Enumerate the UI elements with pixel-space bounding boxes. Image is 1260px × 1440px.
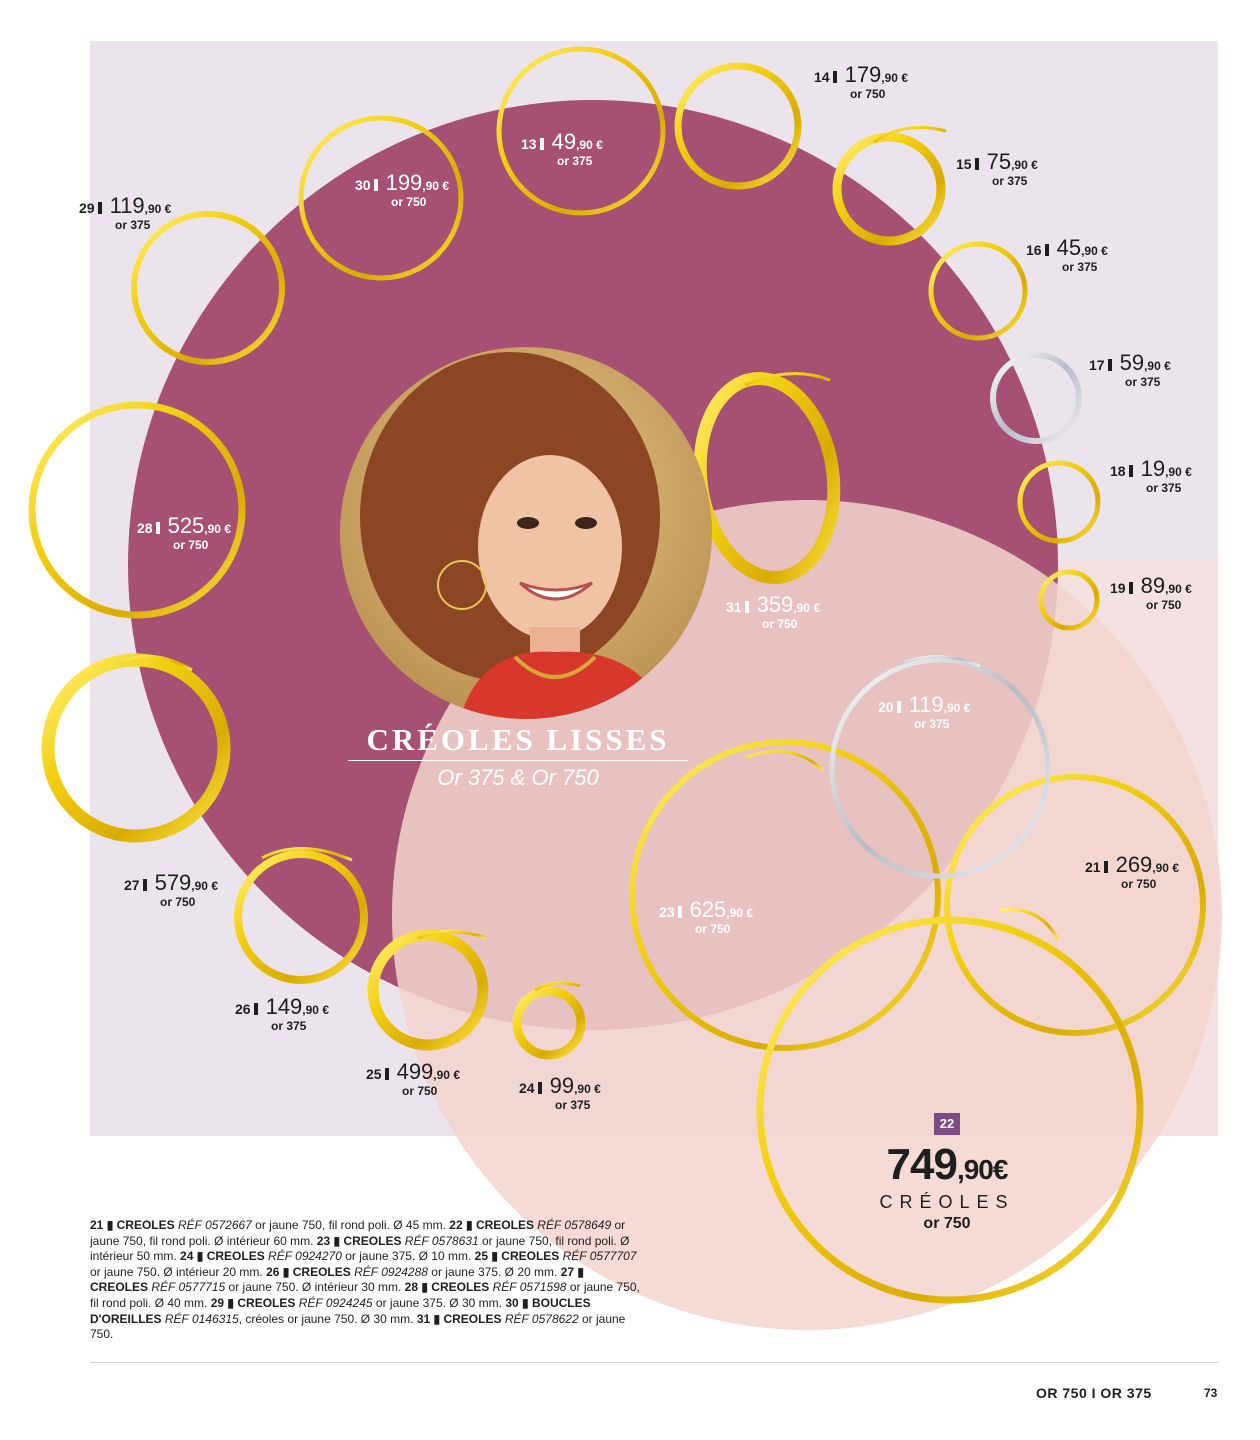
hoop-25 <box>367 929 489 1051</box>
price-tag-16: 16 45,90 € or 375 <box>1026 235 1108 274</box>
price-tag-19: 19 89,90 € or 750 <box>1110 573 1192 612</box>
hoop-17 <box>990 352 1082 444</box>
model-photo <box>340 347 712 719</box>
product-descriptions: 21 ▮ CREOLES RÉF 0572667 or jaune 750, f… <box>90 1218 644 1343</box>
price-tag-26: 26 149,90 € or 375 <box>235 994 329 1033</box>
featured-product-number-badge: 22 <box>934 1113 960 1135</box>
price-tag-27: 27 579,90 € or 750 <box>124 870 218 909</box>
page-subtitle: Or 375 & Or 750 <box>437 765 599 790</box>
featured-product-metal: or 750 <box>923 1215 971 1232</box>
page-number: 73 <box>1204 1386 1218 1400</box>
featured-price: 749,90€ CRÉOLES or 750 <box>872 1140 1022 1233</box>
description-31: 31 ▮ CREOLES RÉF 0578622 or jaune 750. <box>90 1311 626 1342</box>
price-tag-25: 25 499,90 € or 750 <box>366 1059 460 1098</box>
hoop-15 <box>832 132 946 246</box>
footer-divider <box>90 1362 1218 1363</box>
description-22: 22 ▮ CREOLES RÉF 0578649 or jaune 750, f… <box>90 1218 626 1248</box>
hoop-23 <box>629 739 941 1051</box>
price-tag-30: 30 199,90 € or 750 <box>355 170 449 209</box>
hoop-29 <box>131 211 285 365</box>
description-21: 21 ▮ CREOLES RÉF 0572667 or jaune 750, f… <box>90 1218 446 1232</box>
price-tag-21: 21 269,90 € or 750 <box>1085 852 1179 891</box>
description-26: 26 ▮ CREOLES RÉF 0924288 or jaune 375. Ø… <box>266 1264 558 1279</box>
price-tag-24: 24 99,90 € or 375 <box>519 1073 601 1112</box>
price-tag-15: 15 75,90 € or 375 <box>956 149 1038 188</box>
hoop-18 <box>1017 460 1101 544</box>
hoop-22 <box>756 916 1144 1304</box>
description-24: 24 ▮ CREOLES RÉF 0924270 or jaune 375. Ø… <box>180 1249 472 1264</box>
description-27: 27 ▮ CREOLES RÉF 0577715 or jaune 750. Ø… <box>90 1264 584 1295</box>
price-tag-20: 20 119,90 € or 375 <box>878 692 971 731</box>
hoop-30 <box>298 115 464 281</box>
price-tag-13: 13 49,90 € or 375 <box>521 129 603 168</box>
description-30: 30 ▮ BOUCLES D'OREILLES RÉF 0146315, cré… <box>90 1295 591 1326</box>
price-tag-14: 14 179,90 € or 750 <box>814 62 908 101</box>
price-tag-18: 18 19,90 € or 375 <box>1110 456 1192 495</box>
price-tag-29: 29 119,90 € or 375 <box>79 193 172 232</box>
hoop-28 <box>28 401 246 619</box>
price-tag-28: 28 525,90 € or 750 <box>137 513 231 552</box>
hoop-27 <box>41 653 231 843</box>
price-tag-31: 31 359,90 € or 750 <box>726 592 820 631</box>
description-29: 29 ▮ CREOLES RÉF 0924245 or jaune 375. Ø… <box>210 1295 502 1310</box>
hoop-31 <box>693 372 841 584</box>
description-25: 25 ▮ CREOLES RÉF 0577707 or jaune 750. Ø… <box>90 1249 637 1279</box>
footer-section-label: OR 750 I OR 375 <box>1036 1385 1152 1401</box>
hoop-20 <box>829 657 1051 879</box>
hoop-16 <box>928 241 1028 341</box>
price-tag-23: 23 625,90 € or 750 <box>659 897 753 936</box>
hoop-24 <box>512 986 586 1060</box>
page-title: CRÉOLES LISSES <box>366 722 670 757</box>
title-divider <box>348 760 688 761</box>
description-23: 23 ▮ CREOLES RÉF 0578631 or jaune 750, f… <box>90 1233 630 1264</box>
featured-price-amount: 749,90€ <box>886 1140 1009 1189</box>
hoop-13 <box>496 46 666 216</box>
hoop-19 <box>1038 569 1100 631</box>
hoop-26 <box>234 850 368 984</box>
featured-product-kind: CRÉOLES <box>879 1192 1015 1212</box>
description-28: 28 ▮ CREOLES RÉF 0571598 or jaune 750, f… <box>90 1280 640 1310</box>
hoop-21 <box>944 774 1206 1036</box>
price-tag-17: 17 59,90 € or 375 <box>1089 350 1171 389</box>
hoop-14 <box>674 62 802 190</box>
